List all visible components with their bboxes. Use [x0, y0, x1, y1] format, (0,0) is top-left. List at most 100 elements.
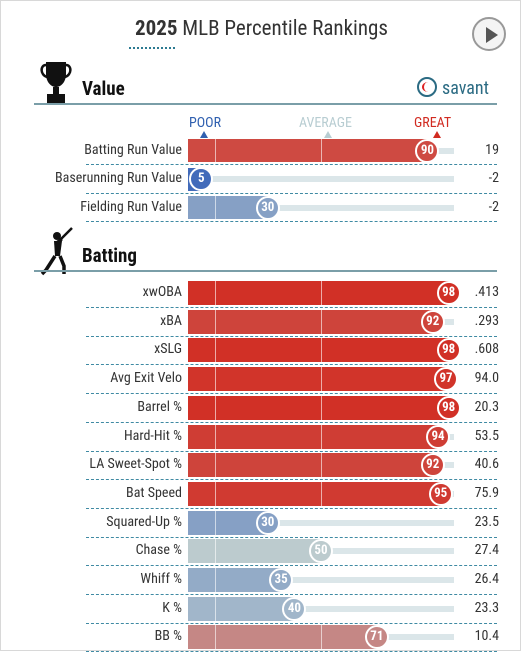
percentile-bar[interactable] [188, 568, 282, 592]
percentile-marker[interactable]: 50 [309, 539, 333, 564]
percentile-bar[interactable] [188, 424, 439, 449]
percentile-bar[interactable] [188, 367, 447, 392]
bar-guide-line [321, 139, 322, 162]
row-divider [86, 507, 497, 509]
percentile-marker[interactable]: 92 [420, 453, 445, 478]
percentile-bar[interactable] [188, 338, 449, 363]
savant-logo[interactable]: savant [417, 77, 489, 99]
play-button[interactable] [472, 17, 506, 51]
row-divider [86, 335, 497, 337]
bar-guide-line [321, 367, 322, 392]
percentile-marker[interactable]: 95 [428, 481, 453, 506]
metric-value: -2 [488, 198, 499, 215]
metric-label: Avg Exit Velo [110, 370, 182, 387]
row-divider [86, 565, 497, 567]
bar-guide-line [214, 139, 216, 162]
percentile-bar[interactable] [188, 510, 268, 535]
row-divider [86, 421, 497, 423]
bar-guide-line [321, 338, 322, 363]
scale-great-arrow [433, 131, 441, 138]
scale-great-label: GREAT [414, 115, 452, 131]
metric-value: 53.5 [474, 427, 499, 444]
percentile-bar[interactable] [188, 309, 433, 334]
metric-label: xSLG [154, 341, 182, 358]
bar-guide-line [214, 625, 216, 650]
row-divider [86, 164, 497, 165]
percentile-bar[interactable] [188, 539, 321, 564]
metric-value: 10.4 [474, 628, 499, 645]
scale-average-arrow [324, 131, 332, 138]
page-title: 2025 MLB Percentile Rankings [0, 17, 523, 41]
bar-guide-line [321, 281, 322, 305]
bar-track [188, 519, 454, 526]
percentile-bar[interactable] [188, 481, 441, 506]
percentile-marker[interactable]: 92 [420, 309, 445, 334]
bar-guide-line [214, 367, 216, 392]
metric-label: Barrel % [137, 398, 182, 415]
percentile-marker[interactable]: 30 [255, 510, 280, 535]
percentile-marker[interactable]: 71 [364, 625, 389, 650]
batter-icon [40, 227, 73, 276]
row-divider [86, 192, 497, 194]
bar-guide-line [214, 481, 216, 506]
savant-label: savant [442, 78, 489, 99]
percentile-marker[interactable]: 98 [436, 395, 461, 420]
percentile-bar[interactable] [188, 596, 295, 621]
percentile-bar[interactable] [188, 281, 449, 305]
metric-label: Squared-Up % [106, 513, 182, 530]
row-divider [86, 450, 497, 452]
percentile-bar[interactable] [188, 139, 428, 162]
metric-value: 75.9 [474, 484, 499, 501]
metric-label: Baserunning Run Value [55, 170, 182, 186]
metric-label: Fielding Run Value [80, 198, 182, 215]
section-title-value: Value [82, 77, 125, 100]
metric-value: .293 [474, 312, 499, 329]
bar-track [188, 605, 454, 612]
percentile-marker[interactable]: 98 [436, 281, 461, 305]
metric-value: 23.3 [474, 599, 499, 616]
section-rule-batting [34, 270, 497, 272]
bar-guide-line [214, 281, 216, 305]
row-divider [86, 221, 497, 222]
bar-track [188, 176, 454, 182]
row-divider [86, 622, 497, 624]
bar-track [188, 204, 454, 211]
scale-average-label: AVERAGE [299, 115, 352, 131]
percentile-bar[interactable] [188, 196, 268, 219]
metric-label: Batting Run Value [84, 141, 182, 158]
section-title-batting: Batting [82, 244, 137, 267]
percentile-marker[interactable]: 98 [436, 338, 461, 363]
percentile-bar[interactable] [188, 625, 377, 650]
percentile-marker[interactable]: 94 [426, 424, 451, 449]
row-divider [86, 594, 497, 595]
row-divider [86, 651, 497, 653]
metric-label: K % [162, 599, 182, 616]
metric-value: 27.4 [474, 542, 499, 559]
title-underline [129, 47, 175, 49]
metric-value: 19 [485, 141, 499, 158]
title-text: MLB Percentile Rankings [177, 17, 388, 41]
percentile-bar[interactable] [188, 395, 449, 420]
title-year: 2025 [135, 17, 178, 41]
percentile-marker[interactable]: 97 [434, 367, 459, 392]
row-divider [86, 536, 497, 538]
metric-value: .413 [474, 284, 499, 300]
metric-label: xBA [160, 312, 182, 329]
percentile-marker[interactable]: 90 [415, 138, 440, 163]
percentile-marker[interactable]: 35 [269, 568, 294, 592]
percentile-marker[interactable]: 5 [189, 167, 214, 191]
row-divider [86, 393, 497, 395]
bar-guide-line [321, 309, 322, 334]
percentile-marker[interactable]: 40 [282, 596, 307, 621]
metric-label: Hard-Hit % [123, 427, 182, 444]
percentile-bar[interactable] [188, 453, 433, 478]
bar-guide-line [214, 309, 216, 334]
scale-poor-label: POOR [189, 115, 222, 131]
bar-guide-line [321, 625, 322, 650]
percentile-marker[interactable]: 30 [255, 195, 280, 220]
row-divider [86, 307, 497, 308]
scale-poor-arrow [200, 131, 208, 138]
bar-guide-line [214, 395, 216, 420]
metric-value: 23.5 [474, 513, 499, 530]
bar-guide-line [214, 510, 216, 535]
